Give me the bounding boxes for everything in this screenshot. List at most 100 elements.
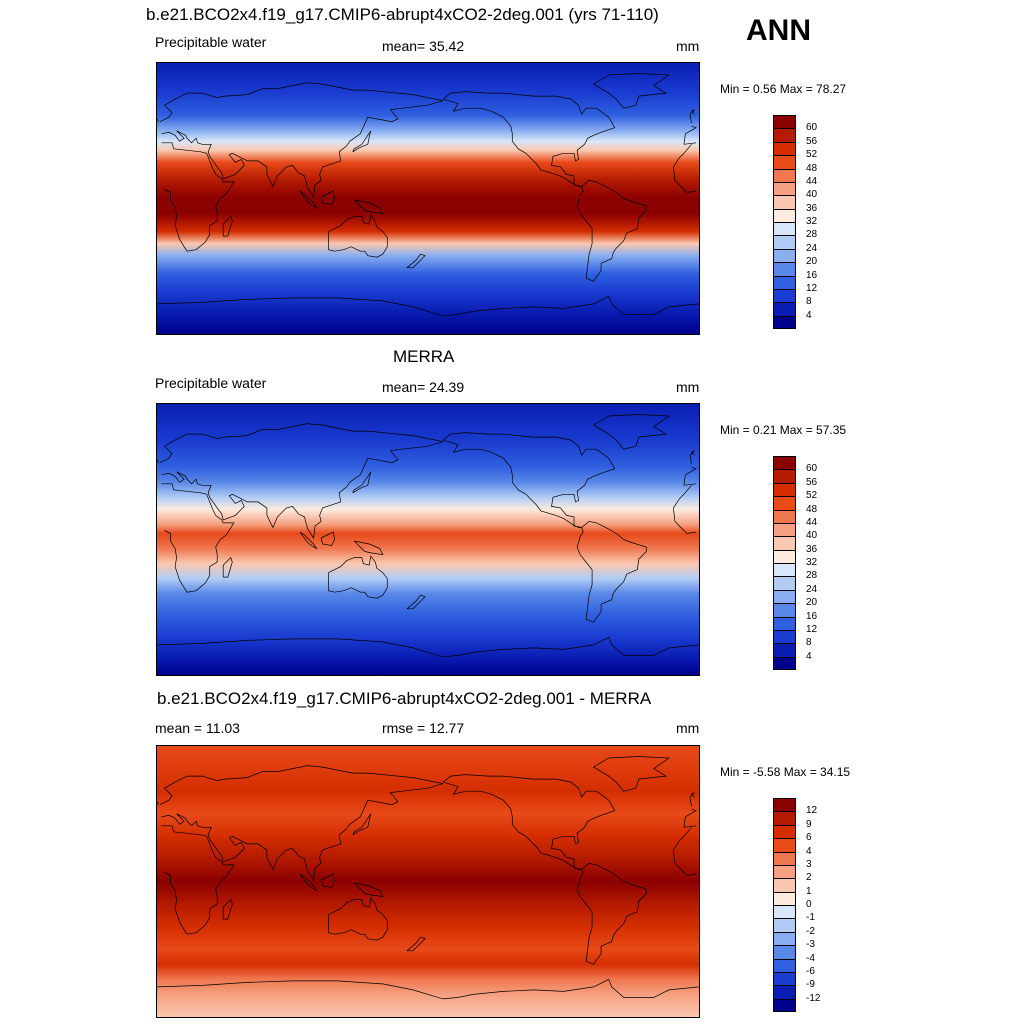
colorbar-swatch [773, 509, 796, 523]
coastline-eurasia [683, 466, 697, 486]
colorbar-swatch [773, 275, 796, 289]
colorbar-tick-label: 4 [806, 650, 812, 662]
colorbar-tick-label: 52 [806, 149, 818, 161]
colorbar-swatch [773, 603, 796, 617]
colorbar-tick-label: -1 [806, 912, 815, 924]
colorbar-swatch [773, 918, 796, 932]
season-label: ANN [746, 14, 811, 47]
colorbar-swatch [773, 811, 796, 825]
colorbar-tick-label: 12 [806, 282, 818, 294]
colorbar-swatch [773, 235, 796, 249]
coastline-borneo [320, 873, 336, 888]
coastline-madagascar [222, 898, 233, 920]
colorbar-swatch [773, 549, 796, 563]
coastline-eurasia [683, 483, 697, 486]
colorbar-tick-label: 60 [806, 463, 818, 475]
colorbar-swatch [773, 168, 796, 182]
colorbar-swatch [773, 931, 796, 946]
coastline-africa [673, 144, 692, 168]
coastline-africa [673, 849, 697, 876]
colorbar-swatch [773, 181, 796, 196]
panel-diff-title: b.e21.BCO2x4.f19_g17.CMIP6-abrupt4xCO2-2… [157, 689, 652, 708]
colorbar-swatch [773, 998, 796, 1012]
panel-diff-minmax: Min = -5.58 Max = 34.15 [720, 765, 851, 779]
colorbar-tick-label: -4 [806, 952, 815, 964]
colorbar-swatch [773, 643, 796, 657]
colorbar-tick-label: 48 [806, 162, 818, 174]
field-map-svg [157, 63, 699, 334]
colorbar-tick-label: 9 [806, 818, 812, 830]
colorbar-swatch [773, 222, 796, 236]
field-fill [157, 63, 699, 334]
colorbar-swatch [773, 195, 796, 209]
coastline-samerica [576, 521, 647, 623]
colorbar-tick-label: 1 [806, 885, 812, 897]
colorbar-swatch [773, 824, 796, 839]
colorbar-swatch [773, 155, 796, 169]
coastline-australia [328, 555, 388, 599]
coastline-eurasia [683, 142, 697, 145]
colorbar-tick-label: 52 [806, 490, 818, 502]
colorbar-swatch [773, 315, 796, 329]
coastline-japan [352, 813, 372, 836]
coastline-africa [161, 142, 235, 252]
colorbar-swatch [773, 616, 796, 630]
colorbar-tick-label: 44 [806, 175, 818, 187]
coastline-eurasia [159, 765, 444, 881]
panel-model-mean: mean= 35.42 [382, 38, 465, 54]
panel-diff-rmse: rmse = 12.77 [382, 720, 465, 736]
colorbar-tick-label: 44 [806, 516, 818, 528]
colorbar-tick-label: -2 [806, 925, 815, 937]
coastline-antarctica [157, 636, 699, 658]
coastline-namerica [442, 91, 616, 187]
colorbar-swatch [773, 576, 796, 590]
coastline-australia [328, 897, 388, 941]
colorbar-tick-label: 4 [806, 309, 812, 321]
colorbar-swatch [773, 851, 796, 865]
colorbar-tick-label: 32 [806, 216, 818, 227]
colorbar-tick-label: 20 [806, 597, 818, 609]
colorbar-swatch [773, 141, 796, 156]
coastline-africa [161, 483, 235, 593]
colorbar-swatch [773, 971, 796, 986]
colorbar-swatch [773, 522, 796, 537]
colorbar-tick-label: 32 [806, 557, 818, 568]
coastline-uk [157, 801, 159, 805]
panel-obs-minmax: Min = 0.21 Max = 57.35 [720, 423, 847, 437]
coastline-madagascar [222, 556, 233, 578]
colorbar-tick-label: 6 [806, 832, 812, 844]
colorbar-swatch [773, 208, 796, 222]
coastline-eurasia [159, 82, 444, 198]
panel-diff-mean: mean = 11.03 [155, 720, 240, 736]
panel-model-map [156, 62, 700, 335]
colorbar-tick-label: 48 [806, 503, 818, 515]
coastline-uk [689, 450, 695, 465]
colorbar-swatch [773, 985, 796, 999]
panel-diff-colorbar: 12 9 6 4 3 2 1 0 -1 -2 -3 -4 -6 -9 -12 [773, 798, 833, 1012]
colorbar-swatch [773, 563, 796, 577]
coastline-sumatra [299, 190, 318, 209]
panel-obs-units: mm [676, 379, 700, 395]
colorbar-swatch [773, 891, 796, 905]
colorbar-swatch [773, 288, 796, 303]
coastline-uk [157, 459, 159, 463]
coastline-australia [328, 214, 388, 258]
colorbar-tick-label: 16 [806, 610, 818, 622]
colorbar-tick-label: -3 [806, 939, 815, 951]
colorbar-swatch [773, 456, 796, 470]
colorbar-swatch [773, 878, 796, 892]
colorbar-tick-label: 12 [806, 805, 818, 817]
colorbar-tick-label: 2 [806, 872, 812, 884]
coastline-africa [673, 166, 697, 193]
colorbar-tick-label: 20 [806, 256, 818, 268]
coastline-africa [673, 485, 692, 509]
colorbar-tick-label: 12 [806, 623, 818, 635]
colorbar-swatch [773, 945, 796, 959]
coastline-namerica [442, 774, 616, 870]
coastline-namerica [442, 432, 616, 528]
colorbar-swatch [773, 958, 796, 972]
coastline-eurasia [683, 808, 697, 828]
colorbar-tick-label: 56 [806, 476, 818, 488]
coastline-borneo [320, 531, 336, 546]
colorbar-swatch [773, 482, 796, 497]
